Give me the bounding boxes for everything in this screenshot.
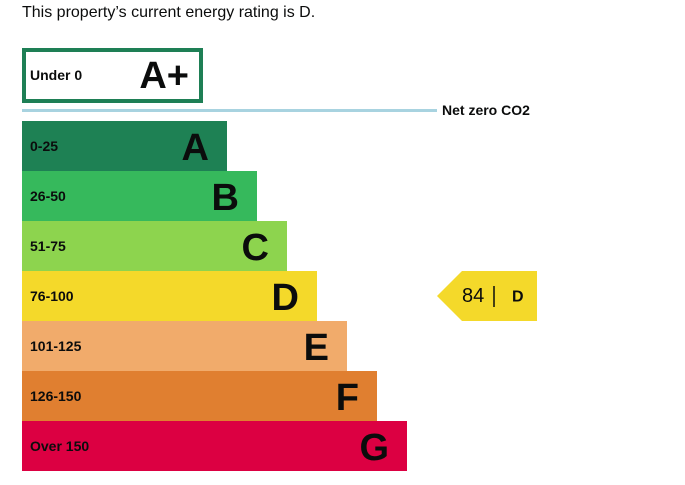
current-rating-pointer <box>437 271 537 321</box>
band-range: 0-25 <box>30 138 58 154</box>
band-letter: A <box>182 127 209 169</box>
band-range: Over 150 <box>30 438 89 454</box>
intro-text: This property’s current energy rating is… <box>22 4 316 21</box>
band-range: 76-100 <box>30 288 74 304</box>
rating-band <box>22 221 287 271</box>
band-letter: B <box>212 177 239 219</box>
band-range: 101-125 <box>30 338 82 354</box>
band-range: 51-75 <box>30 238 66 254</box>
band-letter: C <box>242 227 269 269</box>
band-letter: G <box>359 427 389 469</box>
top-band-box <box>22 48 203 103</box>
rating-band <box>22 271 317 321</box>
rating-band <box>22 171 257 221</box>
rating-band <box>22 321 347 371</box>
net-zero-label: Net zero CO2 <box>442 102 530 118</box>
band-letter: E <box>304 327 329 369</box>
rating-band <box>22 371 377 421</box>
top-band-letter: A+ <box>139 55 189 97</box>
rating-band <box>22 421 407 471</box>
band-letter: D <box>272 277 299 319</box>
band-letter: F <box>336 377 359 419</box>
top-band-range: Under 0 <box>30 67 82 83</box>
current-rating-letter: D <box>512 289 524 306</box>
band-range: 126-150 <box>30 388 82 404</box>
rating-band <box>22 121 227 171</box>
band-range: 26-50 <box>30 188 66 204</box>
current-rating-score: 84 <box>462 285 484 307</box>
